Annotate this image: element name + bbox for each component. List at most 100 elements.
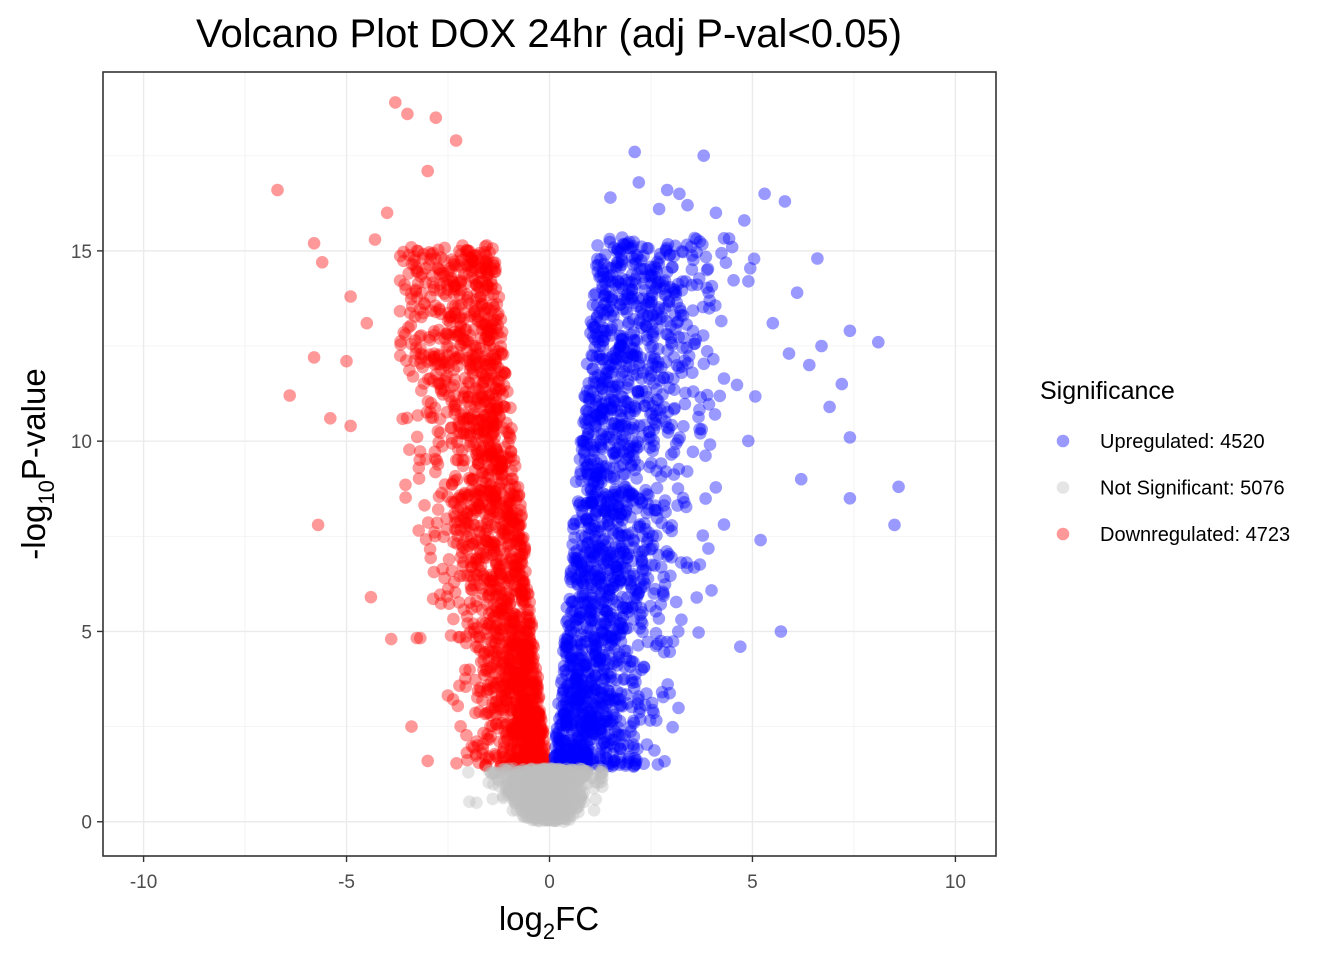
- downregulated-point: [500, 500, 514, 514]
- upregulated-point: [794, 472, 808, 486]
- downregulated-point: [448, 259, 462, 272]
- downregulated-point: [489, 496, 503, 509]
- downregulated-point: [402, 248, 416, 262]
- downregulated-point: [522, 705, 536, 718]
- downregulated-point: [404, 292, 418, 306]
- upregulated-point: [700, 281, 713, 295]
- upregulated-point: [619, 529, 632, 542]
- upregulated-point: [629, 668, 642, 681]
- downregulated-point: [461, 290, 475, 304]
- downregulated-point: [525, 620, 539, 633]
- downregulated-point: [472, 315, 485, 328]
- downregulated-point: [482, 706, 495, 719]
- downregulated-point: [503, 757, 517, 771]
- downregulated-point: [471, 449, 484, 462]
- upregulated-point: [577, 758, 591, 771]
- downregulated-point: [490, 625, 504, 639]
- upregulated-point: [636, 366, 650, 379]
- upregulated-point: [586, 385, 600, 399]
- downregulated-point: [470, 552, 484, 565]
- downregulated-point: [467, 573, 481, 586]
- downregulated-point: [448, 407, 462, 421]
- upregulated-point: [576, 622, 589, 635]
- upregulated-point: [602, 693, 615, 706]
- upregulated-point: [600, 496, 613, 509]
- x-tick-label: 10: [945, 872, 966, 893]
- downregulated-point: [493, 499, 507, 512]
- downregulated-point: [498, 367, 512, 380]
- downregulated-point: [462, 539, 476, 552]
- downregulated-point: [431, 357, 445, 371]
- upregulated-point: [624, 574, 638, 588]
- upregulated-point: [590, 311, 604, 324]
- upregulated-point: [593, 691, 606, 705]
- upregulated-point: [582, 550, 596, 564]
- downregulated-point: [442, 340, 455, 353]
- downregulated-point: [486, 256, 500, 270]
- downregulated-point: [503, 648, 517, 661]
- upregulated-point: [625, 488, 638, 501]
- upregulated-point: [615, 728, 629, 742]
- upregulated-point: [594, 525, 607, 538]
- upregulated-point: [564, 758, 578, 772]
- downregulated-point: [448, 510, 462, 523]
- downregulated-point: [456, 511, 470, 524]
- downregulated-point: [487, 598, 501, 612]
- downregulated-point: [471, 414, 485, 428]
- downregulated-point: [495, 571, 508, 584]
- downregulated-point: [519, 675, 533, 688]
- upregulated-point: [625, 341, 638, 355]
- downregulated-point: [537, 751, 551, 764]
- downregulated-point: [430, 454, 444, 467]
- upregulated-point: [652, 342, 665, 356]
- upregulated-point: [571, 673, 584, 687]
- downregulated-point: [512, 689, 525, 703]
- downregulated-point: [518, 542, 532, 556]
- downregulated-point: [467, 420, 481, 433]
- upregulated-point: [575, 559, 588, 572]
- downregulated-point: [497, 400, 511, 413]
- not-significant-point: [508, 792, 522, 805]
- downregulated-point: [498, 688, 512, 702]
- downregulated-point: [468, 625, 481, 639]
- downregulated-point: [481, 420, 495, 434]
- downregulated-point: [472, 446, 485, 459]
- upregulated-point: [597, 557, 611, 571]
- downregulated-point: [497, 610, 511, 623]
- downregulated-point: [507, 717, 521, 731]
- downregulated-point: [469, 706, 482, 720]
- downregulated-point: [532, 727, 545, 740]
- downregulated-point: [512, 683, 526, 696]
- x-tick-label: 0: [544, 872, 555, 893]
- downregulated-point: [496, 593, 509, 606]
- upregulated-point: [604, 737, 618, 751]
- upregulated-point: [580, 438, 594, 451]
- downregulated-point: [502, 759, 515, 772]
- downregulated-point: [507, 607, 520, 621]
- upregulated-point: [613, 758, 626, 771]
- downregulated-point: [530, 753, 543, 767]
- upregulated-point: [608, 754, 621, 768]
- upregulated-point: [652, 301, 666, 314]
- upregulated-point: [692, 626, 705, 639]
- downregulated-point: [504, 748, 517, 762]
- upregulated-point: [560, 640, 574, 653]
- downregulated-point: [487, 493, 501, 507]
- upregulated-point: [627, 714, 640, 728]
- upregulated-point: [613, 245, 627, 258]
- downregulated-point: [519, 647, 533, 660]
- upregulated-point: [601, 514, 615, 528]
- not-significant-point: [576, 788, 589, 802]
- downregulated-point: [497, 701, 511, 714]
- downregulated-point: [504, 487, 518, 501]
- upregulated-point: [604, 630, 618, 643]
- downregulated-point: [476, 496, 489, 510]
- upregulated-point: [578, 588, 592, 601]
- downregulated-point: [430, 516, 444, 530]
- downregulated-point: [473, 564, 487, 578]
- downregulated-point: [505, 657, 519, 671]
- upregulated-point: [579, 660, 592, 673]
- upregulated-point: [586, 362, 599, 376]
- downregulated-point: [490, 718, 503, 731]
- downregulated-point: [474, 560, 488, 573]
